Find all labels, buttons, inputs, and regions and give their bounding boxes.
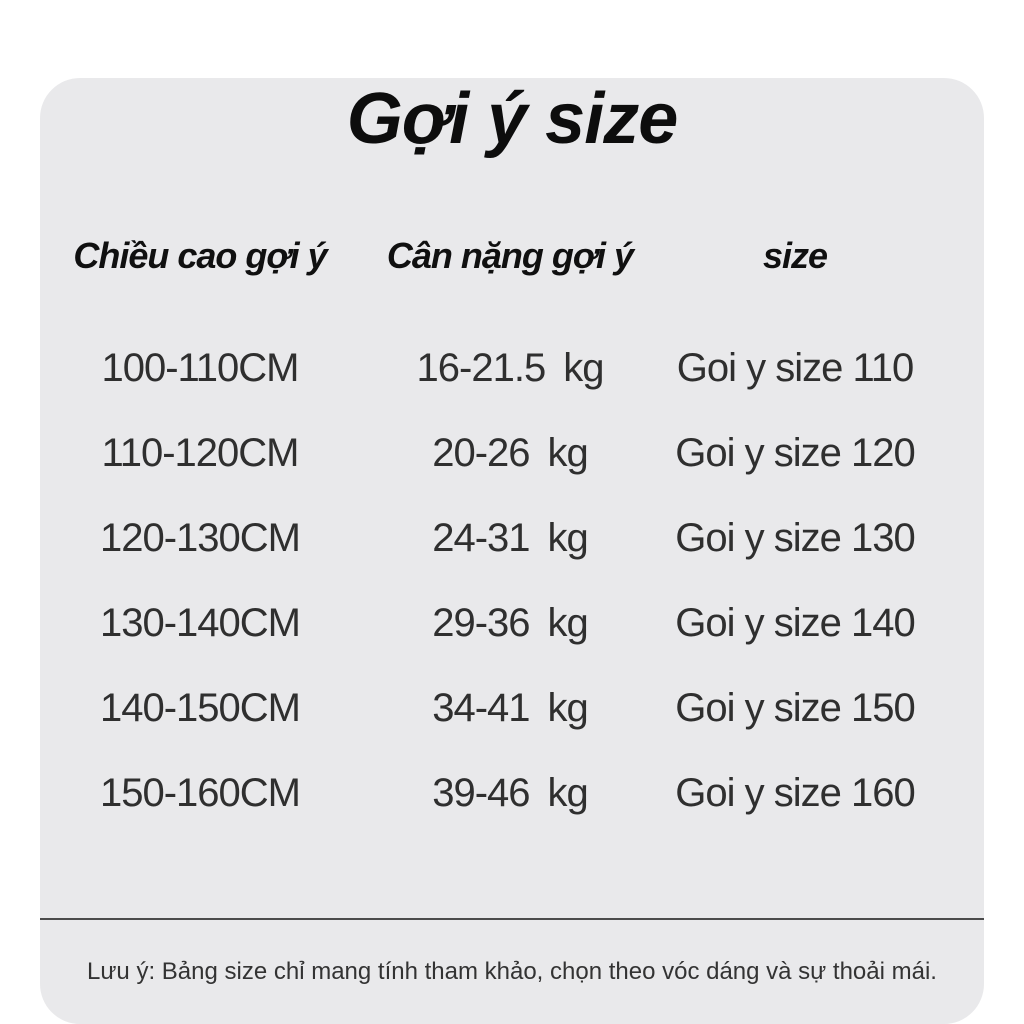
- size-value: Goi y size 120: [675, 431, 915, 475]
- weight-range: 29-36: [432, 601, 530, 645]
- weight-unit: kg: [547, 431, 589, 475]
- table-row: 130-140CM 29-36 kg Goi y size 140: [40, 581, 984, 666]
- weight-unit: kg: [547, 771, 589, 815]
- column-header-height: Chiều cao gợi ý: [73, 235, 327, 276]
- size-value: Goi y size 130: [675, 516, 915, 560]
- weight-range: 16-21.5: [416, 346, 547, 390]
- table-row: 110-120CM 20-26 kg Goi y size 120: [40, 411, 984, 496]
- weight-unit: kg: [563, 346, 604, 390]
- weight-range: 20-26: [432, 431, 530, 475]
- table-row: 120-130CM 24-31 kg Goi y size 130: [40, 496, 984, 581]
- height-value: 140-150CM: [99, 686, 301, 730]
- note-text: Lưu ý: Bảng size chỉ mang tính tham khảo…: [87, 958, 937, 985]
- height-value: 110-120CM: [101, 431, 299, 475]
- weight-range: 24-31: [432, 516, 530, 560]
- weight-value: 34-41 kg: [360, 686, 660, 731]
- size-value: Goi y size 150: [675, 686, 915, 730]
- height-value: 120-130CM: [99, 516, 301, 560]
- size-table: 100-110CM 16-21.5 kg Goi y size 110 110-…: [40, 326, 984, 836]
- size-value: Goi y size 110: [676, 346, 915, 390]
- table-row: 140-150CM 34-41 kg Goi y size 150: [40, 666, 984, 751]
- height-value: 130-140CM: [99, 601, 301, 645]
- weight-unit: kg: [547, 601, 589, 645]
- weight-value: 39-46 kg: [360, 771, 660, 816]
- page-title: Gợi ý size: [346, 79, 679, 159]
- height-value: 150-160CM: [99, 771, 301, 815]
- weight-value: 20-26 kg: [360, 431, 660, 476]
- table-row: 100-110CM 16-21.5 kg Goi y size 110: [40, 326, 984, 411]
- column-header-size: size: [762, 235, 828, 276]
- table-row: 150-160CM 39-46 kg Goi y size 160: [40, 751, 984, 836]
- note-area: Lưu ý: Bảng size chỉ mang tính tham khảo…: [40, 920, 984, 1024]
- size-value: Goi y size 140: [675, 601, 915, 645]
- weight-range: 39-46: [432, 771, 530, 815]
- weight-value: 29-36 kg: [360, 601, 660, 646]
- weight-unit: kg: [547, 686, 589, 730]
- height-value: 100-110CM: [101, 346, 299, 390]
- weight-unit: kg: [547, 516, 589, 560]
- column-header-weight: Cân nặng gợi ý: [386, 235, 634, 276]
- weight-range: 34-41: [432, 686, 530, 730]
- size-value: Goi y size 160: [675, 771, 915, 815]
- weight-value: 16-21.5 kg: [360, 346, 660, 391]
- divider-line: [40, 918, 984, 920]
- size-guide-card: Gợi ý size Chiều cao gợi ý Cân nặng gợi …: [40, 78, 984, 1024]
- table-header-row: Chiều cao gợi ý Cân nặng gợi ý size: [40, 226, 984, 286]
- weight-value: 24-31 kg: [360, 516, 660, 561]
